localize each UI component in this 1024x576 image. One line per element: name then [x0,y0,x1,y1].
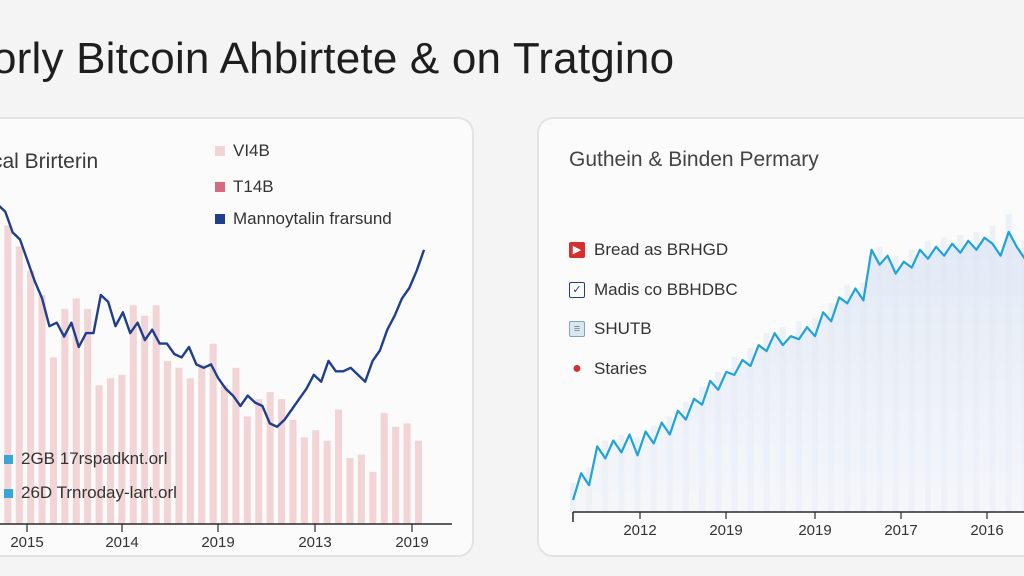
right-legend-item: ● Staries [569,359,647,379]
right-legend-item: ✓ Madis co BBHDBC [569,280,738,300]
legend-label: VI4B [233,141,270,160]
legend-swatch [215,146,225,156]
line-series [0,205,426,428]
bar [255,399,263,524]
right-chart-title: Guthein & Binden Permary [569,148,819,171]
right-legend-item: ▶ Bread as BRHGD [569,240,728,260]
note-label: 26D Trnroday-lart.orl [21,483,177,502]
bar [164,360,172,524]
play-icon: ▶ [569,242,585,258]
dot-icon: ● [572,360,582,377]
bar [15,246,23,524]
chart-panel-right: 2012 2019 2019 2017 2016 Guthein & Binden Pe… [537,117,1024,557]
note-marker [4,454,13,464]
x-tick-label: 2014 [105,534,138,551]
bar [72,298,80,524]
bar [323,440,331,524]
bar [289,419,297,524]
x-tick-label: 2019 [709,522,742,539]
x-tick-label: 2019 [798,522,831,539]
bar [312,430,320,524]
bar [95,385,103,524]
bar [209,343,217,524]
bar [278,399,286,524]
legend-label: T14B [233,177,274,196]
bar [152,305,160,524]
bar [198,364,206,524]
line-series [571,230,1024,501]
bar [403,423,411,524]
x-tick-label: 2013 [298,534,331,551]
x-tick-label: 2012 [623,522,656,539]
x-tick-label: 2017 [884,522,917,539]
legend-label: SHUTB [594,319,652,338]
bar [4,225,12,524]
left-note: 2GB 17rspadknt.orl [4,449,167,469]
bar [84,308,92,524]
legend-label: Bread as BRHGD [594,240,729,259]
legend-swatch [215,214,225,224]
note-label: 2GB 17rspadknt.orl [21,449,168,468]
page-title: orly Bitcoin Ahbirtete & on Tratgino [0,34,675,83]
legend-swatch [215,182,225,192]
bar [232,367,240,524]
bar [392,426,400,524]
legend-label: Madis co BBHDBC [594,280,738,299]
bar [346,458,354,524]
bar [300,437,308,525]
right-legend-item: ≡ SHUTB [569,319,652,339]
x-tick-label: 2019 [395,534,428,551]
left-note: 26D Trnroday-lart.orl [4,483,177,503]
chart-panel-left: 2015 2014 2019 2013 2019 cal Brirterin VI4B … [0,117,474,557]
left-legend-item: Mannoytalin frarsund [215,209,392,229]
bar [266,392,274,524]
bar [27,270,35,524]
bar [243,416,251,524]
right-chart: 2012 2019 2019 2017 2016 [570,214,1024,539]
bar [49,357,57,524]
left-chart-title: cal Brirterin [0,150,99,173]
legend-label: Staries [594,359,647,378]
bar [380,413,388,524]
bar [61,308,69,524]
bar [106,378,114,524]
bar [335,409,343,524]
bar [141,315,149,524]
left-legend-item: VI4B [215,141,270,161]
bar [357,454,365,524]
check-icon: ✓ [569,282,585,298]
bar [38,295,46,524]
bar [175,367,183,524]
note-marker [4,488,13,498]
bar [414,440,422,524]
left-legend-item: T14B [215,177,274,197]
x-tick-label: 2016 [970,522,1003,539]
legend-label: Mannoytalin frarsund [233,209,392,228]
left-chart: 2015 2014 2019 2013 2019 [0,205,452,551]
x-tick-label: 2019 [201,534,234,551]
bar [221,385,229,524]
area-fill [573,231,1024,512]
bar [118,374,126,524]
x-tick-label: 2015 [10,534,43,551]
bar [129,305,137,524]
lines-icon: ≡ [569,321,585,337]
bar [369,471,377,524]
bar [186,378,194,524]
